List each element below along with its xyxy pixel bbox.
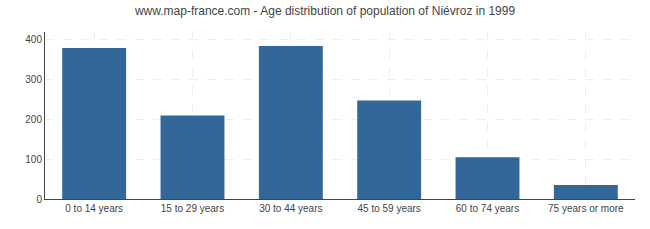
svg-text:15 to 29 years: 15 to 29 years bbox=[161, 203, 224, 214]
svg-text:0: 0 bbox=[36, 194, 42, 205]
svg-text:30 to 44 years: 30 to 44 years bbox=[259, 203, 322, 214]
svg-text:300: 300 bbox=[25, 74, 42, 85]
svg-text:400: 400 bbox=[25, 34, 42, 45]
svg-text:200: 200 bbox=[25, 114, 42, 125]
svg-text:75 years or more: 75 years or more bbox=[548, 203, 624, 214]
svg-text:0 to 14 years: 0 to 14 years bbox=[65, 203, 123, 214]
svg-text:100: 100 bbox=[25, 154, 42, 165]
svg-text:60 to 74 years: 60 to 74 years bbox=[456, 203, 519, 214]
svg-text:45 to 59 years: 45 to 59 years bbox=[357, 203, 420, 214]
svg-text:www.map-france.com - Age distr: www.map-france.com - Age distribution of… bbox=[134, 4, 516, 18]
